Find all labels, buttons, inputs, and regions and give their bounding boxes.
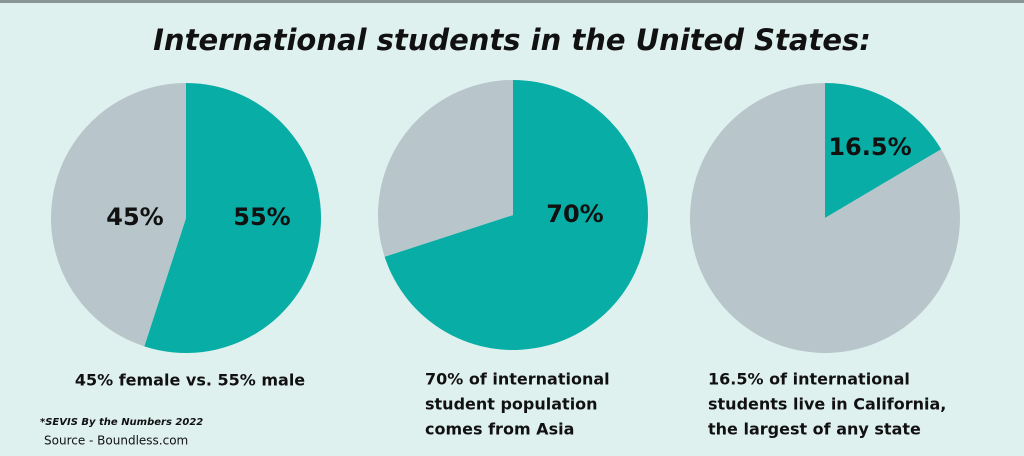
pie-slice xyxy=(690,82,960,353)
slice-label: 70% xyxy=(546,200,603,228)
caption: students live in California, xyxy=(708,395,946,414)
source: Source - Boundless.com xyxy=(44,434,188,448)
pie-slice xyxy=(144,83,321,353)
caption: comes from Asia xyxy=(425,420,574,439)
caption: 16.5% of international xyxy=(708,370,910,389)
title: International students in the United Sta… xyxy=(153,23,871,57)
pie-slice xyxy=(384,80,648,350)
slice-label: 45% xyxy=(106,203,163,231)
pie-slice xyxy=(51,82,186,347)
caption: the largest of any state xyxy=(708,420,921,439)
slice-label: 16.5% xyxy=(828,133,911,161)
caption: 70% of international xyxy=(425,370,610,389)
caption: 45% female vs. 55% male xyxy=(75,371,305,390)
slice-label: 55% xyxy=(233,203,290,231)
pie-slice xyxy=(825,83,942,218)
caption: student population xyxy=(425,395,598,414)
top-bar xyxy=(0,0,1024,3)
pie-slice xyxy=(377,80,513,257)
footnote: *SEVIS By the Numbers 2022 xyxy=(40,417,203,428)
